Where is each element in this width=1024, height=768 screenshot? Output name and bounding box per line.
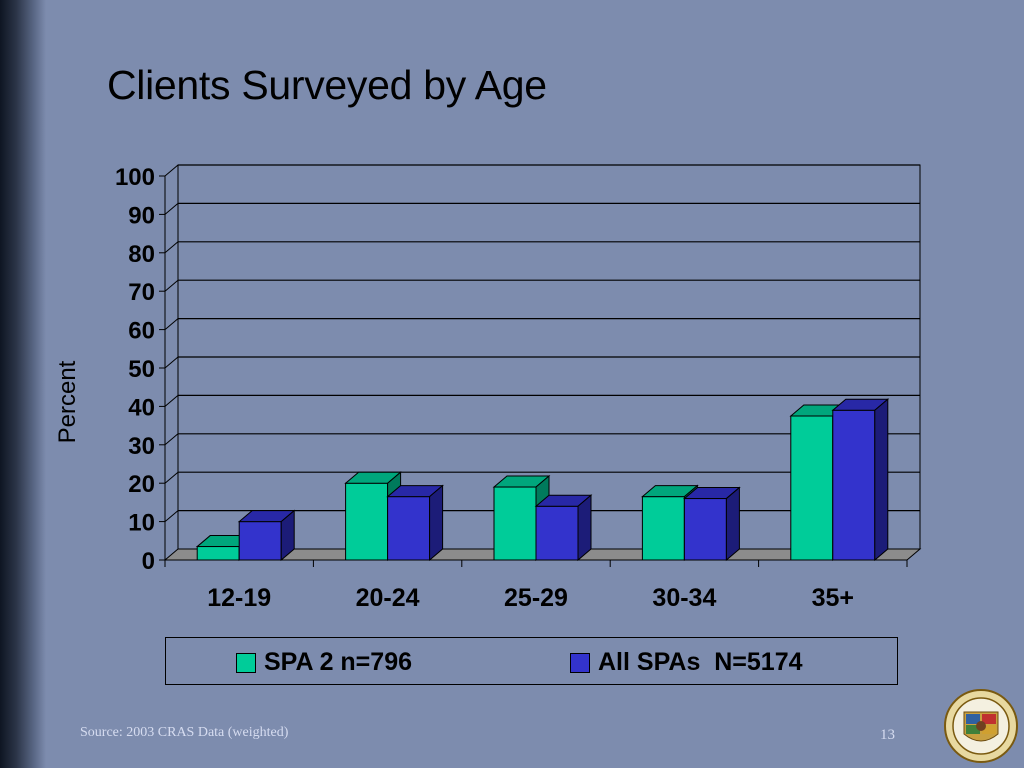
y-tick-label: 0 (142, 548, 155, 575)
bar-all-spas-25-29 (535, 505, 579, 561)
y-tick-label: 70 (128, 279, 155, 306)
x-category-label: 30-34 (652, 584, 716, 612)
bar-all-spas-35- (832, 409, 876, 561)
slide-title: Clients Surveyed by Age (107, 62, 547, 108)
legend-item-spa2: SPA 2 n=796 (236, 648, 412, 677)
bar-spa2-25-29 (493, 486, 537, 561)
gridline-depth (164, 471, 179, 484)
y-tick-label: 10 (128, 510, 155, 537)
legend-swatch-all-spas (570, 652, 590, 673)
bars-layer (195, 398, 890, 562)
y-axis-label: Percent (54, 360, 81, 443)
x-category-label: 25-29 (504, 584, 568, 612)
legend-label-all-spas: All SPAs N=5174 (598, 648, 803, 676)
y-tick-label: 20 (128, 471, 155, 498)
chart-legend: SPA 2 n=796 All SPAs N=5174 (165, 637, 898, 685)
bar-spa2-20-24 (345, 482, 389, 561)
y-tick-label: 100 (115, 164, 155, 191)
left-edge-shade (0, 0, 46, 768)
gridline-depth (164, 164, 179, 177)
y-tick-label: 50 (128, 356, 155, 383)
bar-spa2-30-34 (641, 496, 685, 561)
gridline-depth (164, 510, 179, 522)
bar-all-spas-12-19 (238, 521, 282, 561)
bar-side-all-spas-12-19 (280, 509, 295, 562)
gridline-depth (164, 356, 179, 369)
bar-side-all-spas-30-34 (725, 486, 740, 562)
page-number: 13 (880, 727, 895, 743)
bar-all-spas-20-24 (387, 496, 431, 561)
bar-side-all-spas-20-24 (429, 484, 444, 562)
bar-all-spas-30-34 (683, 498, 727, 561)
bar-side-all-spas-25-29 (577, 494, 592, 562)
legend-label-spa2: SPA 2 n=796 (264, 648, 412, 676)
legend-swatch-spa2 (236, 652, 256, 673)
gridline-depth (164, 318, 179, 330)
county-seal-logo (944, 689, 1018, 763)
x-category-label: 20-24 (356, 584, 420, 612)
source-note: Source: 2003 CRAS Data (weighted) (80, 725, 289, 740)
y-tick-label: 30 (128, 433, 155, 460)
legend-item-all-spas: All SPAs N=5174 (570, 648, 803, 677)
gridline-depth (164, 433, 179, 446)
y-tick-label: 60 (128, 318, 155, 345)
gridline-depth (164, 241, 179, 254)
label-layer: 0 10 20 30 40 50 60 70 80 90 100 12-19 20-24 25-29 30-… (115, 164, 908, 612)
y-tick-label: 80 (128, 241, 155, 268)
gridline-depth (164, 203, 179, 215)
bar-chart: 0 10 20 30 40 50 60 70 80 90 100 12-19 20-24 25-29 30-… (54, 164, 922, 612)
bar-side-all-spas-35- (874, 398, 889, 562)
gridline-depth (164, 279, 179, 292)
x-category-label: 35+ (812, 584, 854, 612)
y-tick-label: 40 (128, 394, 155, 421)
bar-spa2-35- (790, 415, 834, 561)
x-category-label: 12-19 (207, 584, 271, 612)
gridline-depth (164, 395, 179, 407)
bar-spa2-12-19 (196, 546, 240, 561)
y-tick-label: 90 (128, 202, 155, 229)
